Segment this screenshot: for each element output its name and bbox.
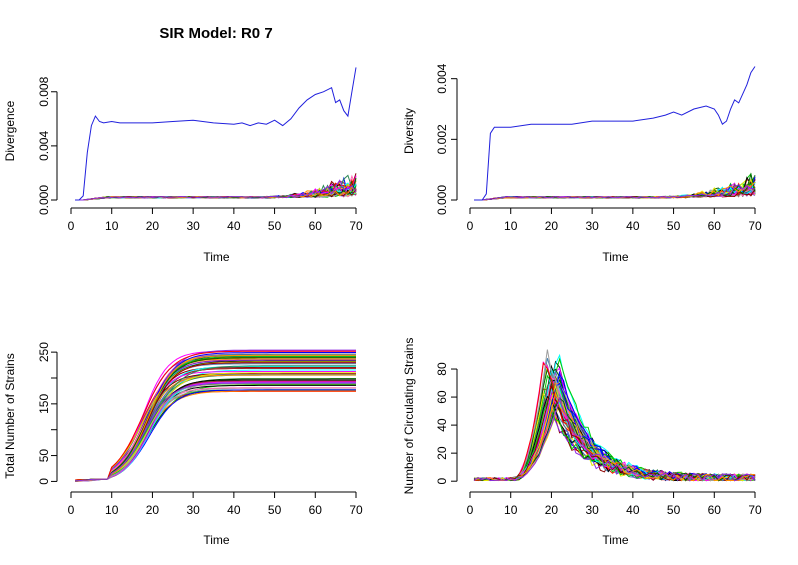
y-tick-label: 0.000 <box>37 185 51 215</box>
series-line <box>75 179 357 201</box>
series-line <box>473 396 756 482</box>
x-tick-label: 20 <box>146 503 160 517</box>
y-tick-label: 150 <box>37 394 51 414</box>
x-tick-label: 0 <box>68 219 75 233</box>
x-axis-label: Time <box>203 533 230 547</box>
series-line <box>75 382 356 482</box>
x-tick-label: 10 <box>105 503 119 517</box>
y-tick-label: 0.000 <box>435 185 449 215</box>
y-tick-label: 20 <box>435 446 449 460</box>
x-tick-label: 40 <box>626 219 640 233</box>
x-tick-label: 40 <box>626 503 640 517</box>
x-tick-label: 50 <box>268 503 282 517</box>
y-axis-label: Diversity <box>402 108 416 154</box>
y-tick-label: 0 <box>37 478 51 485</box>
x-tick-label: 20 <box>146 219 160 233</box>
y-tick-label: 250 <box>37 342 51 362</box>
series-line <box>75 372 356 482</box>
panel-1: 0 10 20 30 40 50 60 70 0.000 0.004 0.008 Time Diverg… <box>3 67 363 264</box>
series-group <box>474 66 756 201</box>
x-tick-label: 10 <box>105 219 119 233</box>
x-tick-label: 60 <box>309 503 323 517</box>
x-tick-label: 70 <box>748 503 762 517</box>
y-tick-label: 0 <box>435 478 449 485</box>
x-tick-label: 20 <box>545 219 559 233</box>
x-tick-label: 60 <box>708 219 722 233</box>
figure-title: SIR Model: R0 7 <box>159 25 272 42</box>
panel-4: 0 10 20 30 40 50 60 70 0 20 40 60 80 Time Number of Ci… <box>402 338 762 547</box>
x-axis-label: Time <box>203 250 230 264</box>
series-line <box>75 381 356 482</box>
x-tick-label: 0 <box>467 503 474 517</box>
series-line <box>75 361 356 481</box>
x-tick-label: 70 <box>349 219 363 233</box>
x-tick-label: 60 <box>708 503 722 517</box>
x-tick-label: 60 <box>309 219 323 233</box>
series-line <box>75 359 356 481</box>
x-tick-label: 50 <box>268 219 282 233</box>
y-axis-label: Divergence <box>3 100 17 161</box>
highlight-series-line <box>474 66 756 201</box>
series-line <box>75 350 356 481</box>
series-group <box>75 349 356 482</box>
series-group <box>75 67 357 201</box>
x-tick-label: 30 <box>186 219 200 233</box>
x-tick-label: 40 <box>227 219 241 233</box>
x-axis-label: Time <box>602 250 629 264</box>
y-tick-label: 50 <box>37 449 51 463</box>
x-tick-label: 0 <box>467 219 474 233</box>
y-tick-label: 40 <box>435 418 449 432</box>
x-tick-label: 30 <box>585 503 599 517</box>
series-group <box>473 349 756 482</box>
x-tick-label: 20 <box>545 503 559 517</box>
series-line <box>75 357 356 482</box>
x-axis-label: Time <box>602 533 629 547</box>
x-tick-label: 40 <box>227 503 241 517</box>
x-tick-label: 70 <box>349 503 363 517</box>
y-tick-label: 0.004 <box>37 131 51 161</box>
panel-2: 0 10 20 30 40 50 60 70 0.000 0.002 0.004 Time Divers… <box>402 63 762 264</box>
x-tick-label: 0 <box>68 503 75 517</box>
series-line <box>474 184 756 201</box>
x-tick-label: 10 <box>504 219 518 233</box>
x-tick-label: 30 <box>585 219 599 233</box>
y-tick-label: 0.002 <box>435 124 449 154</box>
x-tick-label: 50 <box>667 219 681 233</box>
x-tick-label: 10 <box>504 503 518 517</box>
y-tick-label: 0.008 <box>37 76 51 106</box>
y-tick-label: 0.004 <box>435 63 449 93</box>
x-tick-label: 70 <box>748 219 762 233</box>
series-line <box>473 391 756 482</box>
x-tick-label: 50 <box>667 503 681 517</box>
x-tick-label: 30 <box>186 503 200 517</box>
panel-3: 0 10 20 30 40 50 60 70 0 50 150 250 Time Total Number… <box>3 342 363 547</box>
y-axis-label: Total Number of Strains <box>3 353 17 478</box>
y-tick-label: 80 <box>435 362 449 376</box>
highlight-series-line <box>75 67 357 201</box>
y-axis-label: Number of Circulating Strains <box>402 338 416 495</box>
y-tick-label: 60 <box>435 390 449 404</box>
